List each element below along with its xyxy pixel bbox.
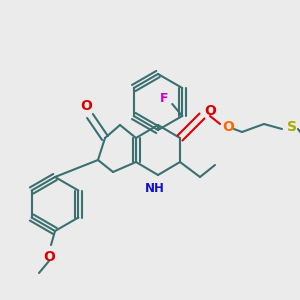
Text: O: O	[204, 104, 216, 118]
Text: O: O	[222, 120, 234, 134]
Text: NH: NH	[145, 182, 165, 196]
Text: O: O	[43, 250, 55, 264]
Text: S: S	[287, 120, 297, 134]
Text: F: F	[160, 92, 169, 104]
Text: O: O	[80, 99, 92, 113]
